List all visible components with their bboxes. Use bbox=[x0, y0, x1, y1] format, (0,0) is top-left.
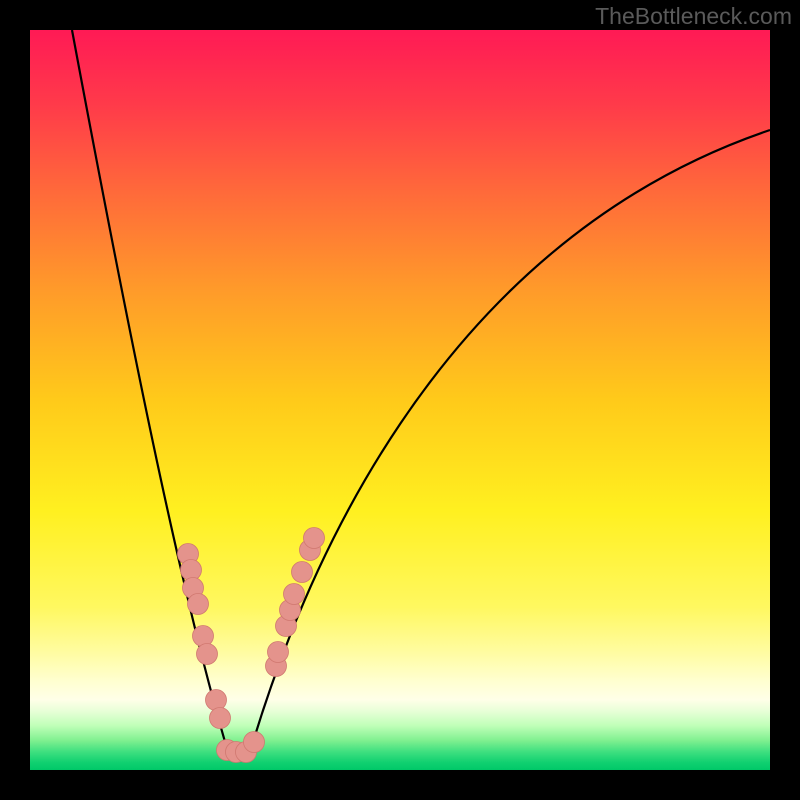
data-marker bbox=[197, 644, 218, 665]
data-marker bbox=[284, 584, 305, 605]
plot-area bbox=[30, 30, 770, 770]
data-marker bbox=[210, 708, 231, 729]
data-marker bbox=[244, 732, 265, 753]
gradient-background bbox=[30, 30, 770, 770]
data-marker bbox=[268, 642, 289, 663]
chart-container: TheBottleneck.com bbox=[0, 0, 800, 800]
data-marker bbox=[188, 594, 209, 615]
data-marker bbox=[304, 528, 325, 549]
data-marker bbox=[206, 690, 227, 711]
data-marker bbox=[292, 562, 313, 583]
watermark-text: TheBottleneck.com bbox=[595, 3, 792, 30]
data-marker bbox=[193, 626, 214, 647]
